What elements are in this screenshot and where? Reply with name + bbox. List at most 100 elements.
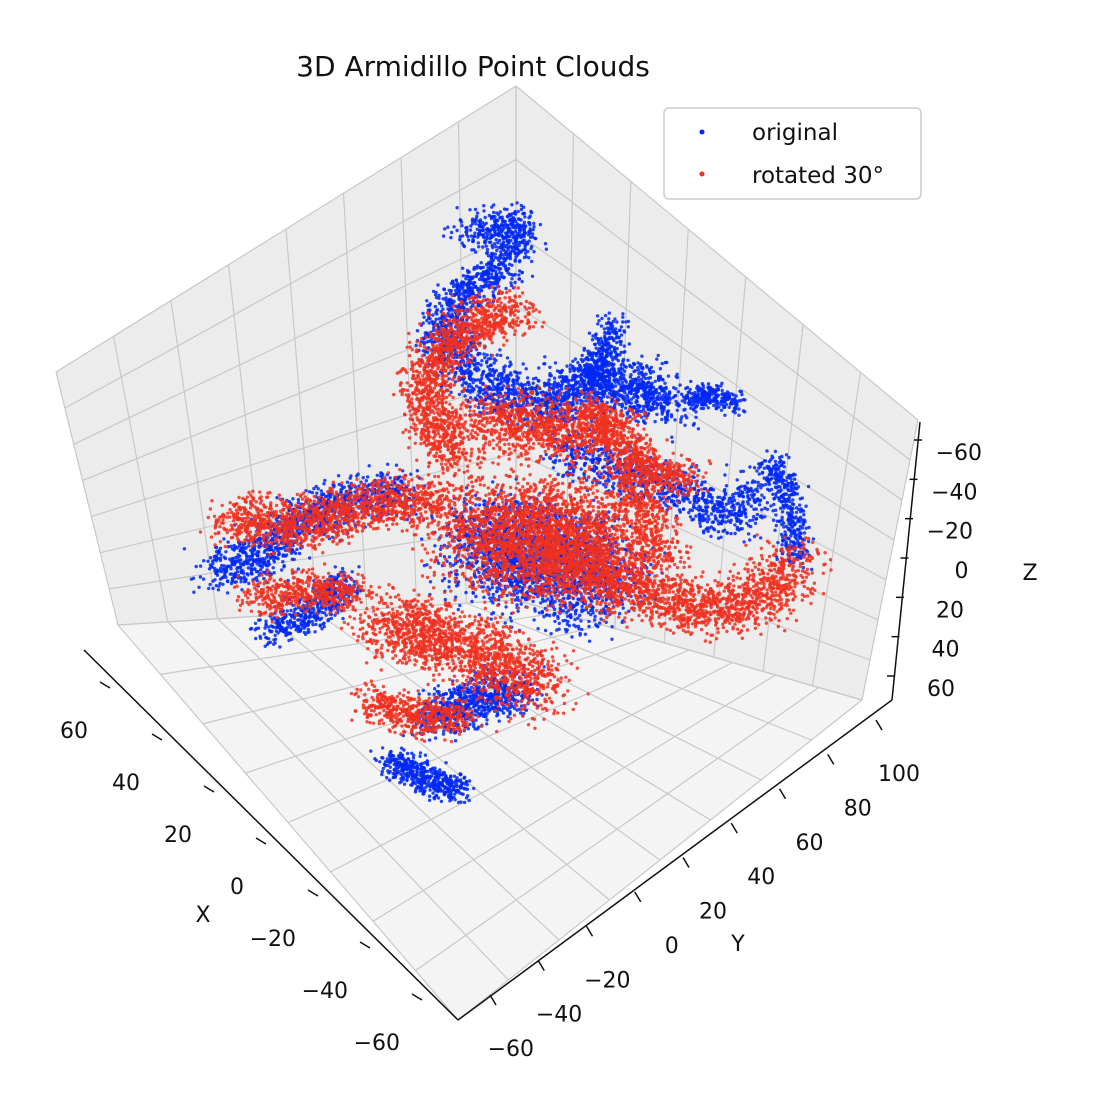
original-point [723,528,727,532]
original-point [807,525,811,530]
original-point [530,235,535,239]
original-point [648,376,653,380]
original-point [772,502,776,507]
original-point [443,227,447,231]
original-point [806,539,811,544]
original-point [617,328,622,333]
original-point [777,519,781,524]
original-point [760,516,764,520]
original-point [307,556,312,560]
original-point [643,421,647,425]
original-point [460,224,464,228]
original-point [578,363,582,368]
original-point [669,500,674,504]
original-point [431,313,435,317]
original-point [520,270,524,275]
original-point [607,311,611,315]
original-point [619,333,624,337]
original-point [527,221,532,225]
original-point [516,209,520,214]
original-point [722,509,726,513]
original-point [446,225,450,229]
original-point [532,250,536,254]
original-point [498,348,502,352]
original-point [675,408,679,412]
original-point [455,206,459,210]
original-point [474,285,478,289]
original-point [461,371,466,375]
original-point [491,214,496,219]
original-point [493,218,497,222]
original-point [534,236,538,241]
original-point [692,475,696,480]
original-point [518,259,522,263]
original-point [458,237,462,242]
original-point [489,263,493,267]
original-point [565,377,569,382]
original-point [476,241,480,245]
original-point [489,268,493,272]
original-point [793,521,798,526]
original-point [488,228,492,232]
original-point [782,506,786,510]
original-point [551,466,556,470]
original-point [731,503,735,507]
original-point [670,494,674,498]
original-point [694,514,698,518]
original-point [492,387,497,392]
original-point [789,513,793,517]
original-point [748,538,752,542]
original-point [499,250,503,254]
grid-line [515,158,911,461]
original-point [471,239,475,244]
original-point [755,469,759,473]
original-point [585,371,589,375]
original-point [744,515,748,519]
original-point [488,379,492,383]
original-point [729,401,733,405]
original-point [511,379,515,383]
original-point [468,285,472,290]
original-point [585,388,590,392]
original-point [737,407,741,411]
original-point [745,490,749,495]
original-point [533,396,537,400]
original-point [711,520,716,524]
original-point [739,513,744,517]
original-point [492,265,497,269]
original-point [470,219,475,223]
original-point [484,238,488,243]
original-point [632,405,637,410]
original-point [734,400,738,404]
original-point [527,230,531,234]
original-point [571,359,575,363]
original-point [250,553,254,557]
original-point [758,464,763,469]
original-point [444,296,448,300]
original-point [619,363,623,367]
grid-line [55,85,517,373]
original-point [789,474,793,478]
original-point [756,484,761,488]
original-point [490,368,494,373]
original-point [481,225,485,230]
original-point [785,475,789,480]
original-point [696,498,701,502]
original-point [454,353,459,357]
original-point [437,296,441,300]
original-point [525,376,530,380]
original-point [423,331,427,335]
original-point [609,372,613,376]
original-point [683,398,687,402]
original-point [637,375,641,379]
original-point [467,365,472,369]
original-point [495,377,500,381]
original-point [781,493,786,497]
original-point [522,241,526,245]
original-point [734,515,738,520]
original-point [701,386,706,390]
original-point [643,392,648,396]
original-point [620,402,624,406]
original-point [700,395,704,399]
original-point [789,493,793,497]
